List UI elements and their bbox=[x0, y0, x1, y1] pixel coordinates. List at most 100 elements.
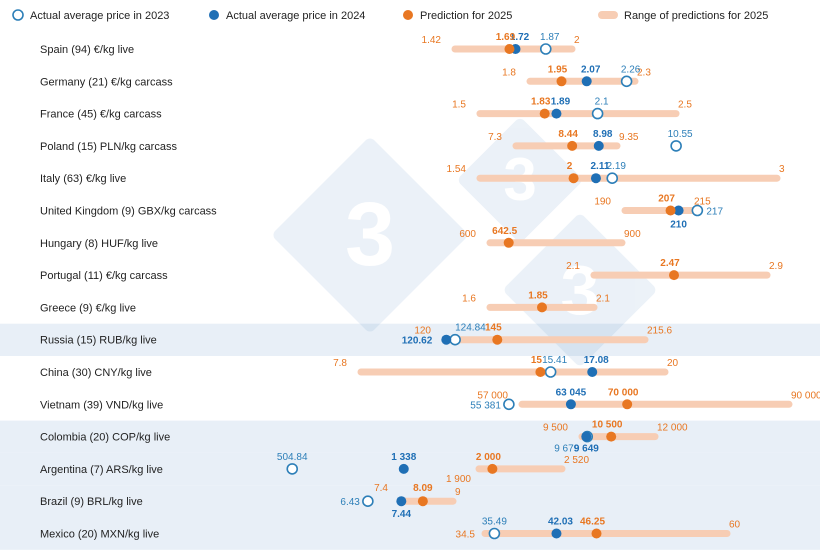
value-label-a2023: 2.26 bbox=[621, 64, 641, 75]
dot-2024 bbox=[673, 205, 684, 216]
dot-2024 bbox=[441, 334, 452, 345]
value-label-a2023: 504.84 bbox=[277, 452, 308, 463]
chart-row: Hungary (8) HUF/kg live 600 900 642.5 bbox=[40, 226, 641, 250]
dot-2025 bbox=[669, 270, 680, 281]
chart-row: Italy (63) €/kg live 1.54 3 2.192.11 2 bbox=[40, 161, 785, 185]
row-band bbox=[0, 323, 820, 356]
row-label: Portugal (11) €/kg carcass bbox=[40, 270, 168, 282]
row-label: Colombia (20) COP/kg live bbox=[40, 432, 170, 444]
value-label-max: 90 000 bbox=[791, 390, 820, 401]
legend-marker-2023 bbox=[12, 9, 24, 21]
value-label-a2023: 124.84 bbox=[455, 323, 486, 334]
dot-2023 bbox=[286, 463, 299, 475]
dot-2025 bbox=[535, 367, 546, 377]
value-label-a2023: 55 381 bbox=[470, 400, 501, 411]
value-label-max: 215 bbox=[694, 197, 711, 208]
value-label-min: 57 000 bbox=[477, 390, 508, 401]
row-label: France (45) €/kg carcass bbox=[40, 109, 162, 121]
value-label-a2023: 6.43 bbox=[340, 497, 360, 508]
value-label-a2024: 9 649 bbox=[574, 444, 599, 455]
value-label-max: 9 bbox=[455, 487, 461, 498]
chart-row: Colombia (20) COP/kg live 9 500 12 000 9 67… bbox=[40, 420, 688, 455]
value-label-min: 2.1 bbox=[566, 261, 580, 272]
dot-2025 bbox=[606, 431, 617, 442]
dot-2025 bbox=[665, 205, 676, 216]
value-label-pred: 15 bbox=[531, 355, 543, 366]
dot-2023 bbox=[449, 333, 461, 346]
dot-2024 bbox=[551, 108, 562, 119]
legend-label-2024: Actual average price in 2024 bbox=[226, 10, 365, 22]
chart-row: France (45) €/kg carcass 1.5 2.5 2.1 1.891.8… bbox=[40, 97, 692, 121]
value-label-max: 900 bbox=[624, 229, 641, 240]
chart-row: Germany (21) €/kg carcass 1.8 2.32.26 2.07 1… bbox=[40, 64, 651, 88]
dot-2024 bbox=[396, 496, 407, 507]
chart-row: Poland (15) PLN/kg carcass 7.3 9.35 10.55 8.… bbox=[40, 129, 693, 153]
value-label-a2023: 10.55 bbox=[668, 129, 693, 140]
value-label-pred: 1.85 bbox=[528, 290, 548, 301]
row-band bbox=[0, 452, 820, 486]
dot-2025 bbox=[556, 76, 567, 87]
value-label-pred: 8.44 bbox=[558, 129, 578, 140]
row-bands bbox=[0, 323, 820, 550]
value-label-a2023: 35.49 bbox=[482, 517, 507, 528]
value-label-a2023: 15.41 bbox=[542, 355, 567, 366]
dot-2024 bbox=[581, 431, 592, 442]
value-label-a2024: 63 045 bbox=[556, 387, 587, 398]
row-label: China (30) CNY/kg live bbox=[40, 367, 152, 379]
value-label-min: 1.8 bbox=[502, 67, 516, 78]
value-label-pred: 8.09 bbox=[413, 483, 433, 494]
value-label-pred: 145 bbox=[485, 323, 502, 334]
row-label: Hungary (8) HUF/kg live bbox=[40, 238, 158, 250]
row-label: Mexico (20) MXN/kg live bbox=[40, 529, 159, 541]
value-label-a2024: 1 338 bbox=[391, 452, 416, 463]
dot-2025 bbox=[567, 140, 578, 151]
value-label-pred: 207 bbox=[658, 194, 675, 205]
value-label-max: 3 bbox=[779, 164, 785, 175]
value-label-max: 2 520 bbox=[564, 455, 589, 466]
value-label-max: 20 bbox=[667, 358, 679, 369]
dot-2024 bbox=[551, 528, 562, 539]
value-label-a2024: 2.07 bbox=[581, 64, 601, 75]
legend-label-range: Range of predictions for 2025 bbox=[624, 10, 768, 22]
value-label-min: 120 bbox=[414, 326, 431, 337]
value-label-max: 2.1 bbox=[596, 293, 610, 304]
value-label-max: 2.5 bbox=[678, 100, 692, 111]
value-label-a2023: 9 679 bbox=[554, 444, 579, 455]
dot-2024 bbox=[398, 463, 409, 474]
value-label-max: 215.6 bbox=[647, 326, 672, 337]
row-label: Italy (63) €/kg live bbox=[40, 173, 126, 185]
value-label-a2024: 42.03 bbox=[548, 517, 573, 528]
legend: Actual average price in 2023 Actual aver… bbox=[12, 9, 768, 22]
value-label-min: 600 bbox=[459, 229, 476, 240]
value-label-pred: 1.83 bbox=[531, 97, 551, 108]
value-label-min: 7.8 bbox=[333, 358, 347, 369]
value-label-max: 2.9 bbox=[769, 261, 783, 272]
value-label-a2024: 1.89 bbox=[551, 97, 571, 108]
dot-2025 bbox=[539, 108, 550, 119]
dot-2025 bbox=[622, 399, 633, 410]
value-label-max: 2.3 bbox=[637, 67, 651, 78]
dot-2025 bbox=[503, 237, 514, 248]
value-label-pred: 46.25 bbox=[580, 517, 605, 528]
dot-2023 bbox=[539, 43, 552, 55]
value-label-min: 34.5 bbox=[456, 530, 476, 541]
value-label-min: 1.6 bbox=[462, 293, 476, 304]
value-label-min: 1.54 bbox=[447, 164, 467, 175]
value-label-a2023: 217 bbox=[706, 207, 723, 218]
chart-row: Russia (15) RUB/kg live 120 215.6 124.84 120… bbox=[40, 323, 672, 347]
dot-2025 bbox=[492, 334, 503, 345]
legend-label-2023: Actual average price in 2023 bbox=[30, 10, 169, 22]
row-label: United Kingdom (9) GBX/kg carcass bbox=[40, 206, 217, 218]
chart-row: China (30) CNY/kg live 7.8 20 15.41 17.08 15 bbox=[40, 355, 679, 379]
value-label-pred: 2 000 bbox=[476, 452, 501, 463]
dot-2025 bbox=[568, 173, 579, 184]
svg-text:3: 3 bbox=[561, 251, 600, 329]
chart-row: Argentina (7) ARS/kg live 1 900 2 520 504.8… bbox=[40, 452, 589, 485]
dot-2025 bbox=[487, 463, 498, 474]
legend-marker-2024 bbox=[209, 10, 219, 20]
value-label-max: 12 000 bbox=[657, 423, 688, 434]
value-label-max: 60 bbox=[729, 520, 741, 531]
dot-2025 bbox=[504, 44, 515, 54]
dot-2023 bbox=[591, 107, 604, 120]
